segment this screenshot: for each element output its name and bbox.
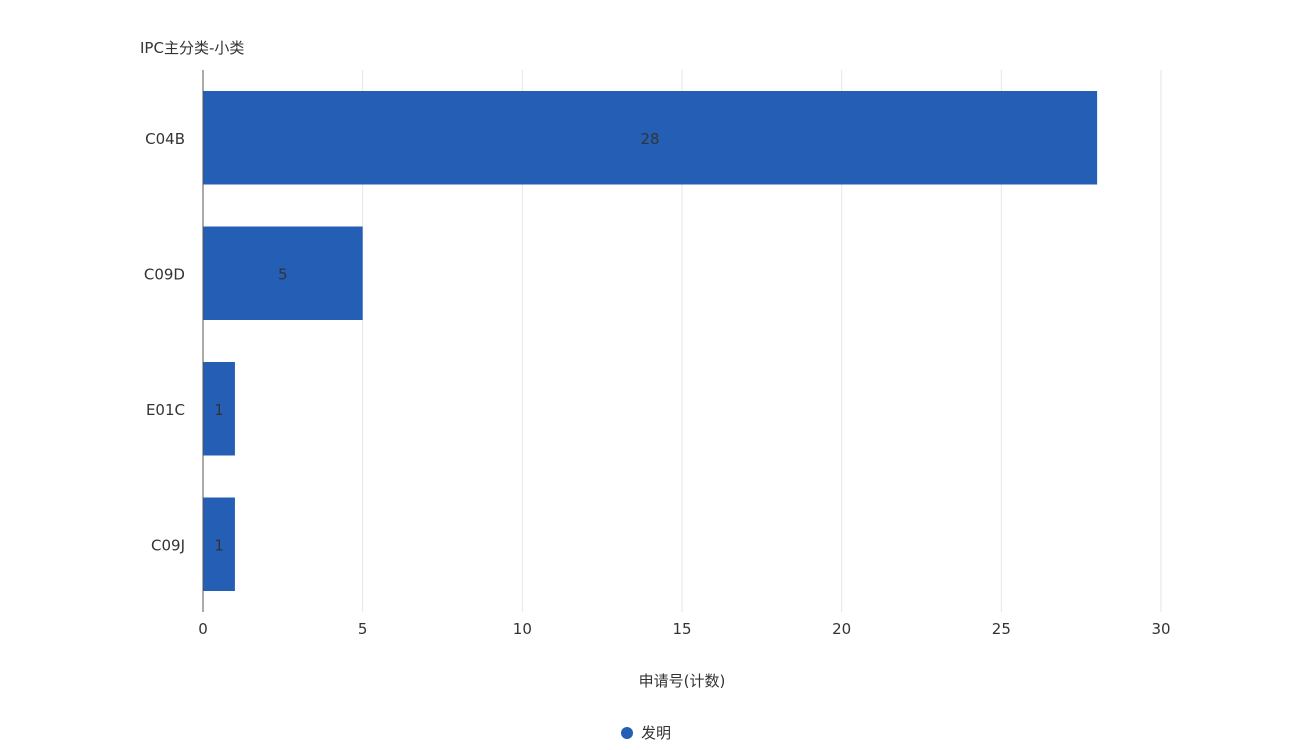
- chart-title: IPC主分类-小类: [140, 39, 244, 57]
- legend-item[interactable]: 发明: [621, 724, 671, 742]
- data-label: 5: [278, 265, 288, 283]
- data-label: 28: [641, 130, 660, 148]
- legend-label: 发明: [641, 724, 671, 742]
- x-tick-label: 25: [992, 620, 1011, 638]
- x-tick-label: 30: [1151, 620, 1170, 638]
- bar-chart: IPC主分类-小类 28 5 1 1 C04B C09D E01C C09J 0 5 10 15 2…: [0, 0, 1299, 750]
- data-label: 1: [214, 401, 224, 419]
- bars: [203, 91, 1097, 591]
- y-category-label: E01C: [146, 401, 185, 419]
- x-tick-label: 5: [358, 620, 368, 638]
- data-label: 1: [214, 536, 224, 554]
- x-axis-title: 申请号(计数): [639, 672, 726, 690]
- y-axis-labels: C04B C09D E01C C09J: [144, 130, 185, 555]
- x-tick-label: 15: [672, 620, 691, 638]
- x-tick-label: 0: [198, 620, 208, 638]
- legend-marker: [621, 727, 633, 739]
- y-category-label: C09J: [151, 536, 185, 554]
- x-axis-ticks: 0 5 10 15 20 25 30: [198, 620, 1170, 638]
- x-tick-label: 20: [832, 620, 851, 638]
- x-tick-label: 10: [513, 620, 532, 638]
- y-category-label: C09D: [144, 265, 185, 283]
- data-labels: 28 5 1 1: [214, 130, 659, 555]
- y-category-label: C04B: [145, 130, 185, 148]
